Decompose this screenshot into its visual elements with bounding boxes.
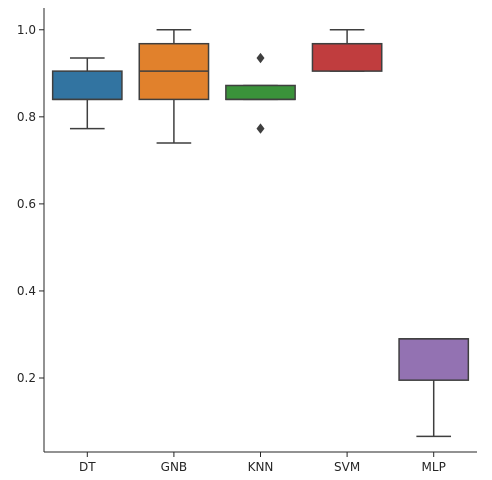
x-tick-label: KNN [248, 460, 274, 474]
box-svm [311, 29, 383, 72]
box-dt [51, 57, 123, 130]
box-mlp [398, 338, 470, 438]
iqr-box [311, 42, 383, 72]
outlier-point [256, 52, 265, 64]
x-tick-label: MLP [422, 460, 446, 474]
y-tick-label: 0.2 [17, 371, 36, 385]
y-axis-ticks: 0.2 0.4 0.6 0.8 1.0 [17, 23, 44, 385]
box-knn [225, 52, 296, 134]
y-tick-label: 0.8 [17, 110, 36, 124]
x-tick-label: SVM [334, 460, 360, 474]
outlier-point [256, 123, 265, 134]
y-tick-label: 0.6 [17, 197, 36, 211]
iqr-box [51, 70, 123, 101]
x-tick-label: DT [79, 460, 96, 474]
y-tick-label: 1.0 [17, 23, 36, 37]
boxes-group [51, 29, 470, 438]
y-tick-label: 0.4 [17, 284, 36, 298]
x-tick-label: GNB [161, 460, 188, 474]
box-gnb [138, 29, 210, 144]
iqr-box [225, 84, 296, 101]
iqr-box [398, 338, 470, 381]
x-axis-ticks: DT GNB KNN SVM MLP [79, 452, 446, 474]
